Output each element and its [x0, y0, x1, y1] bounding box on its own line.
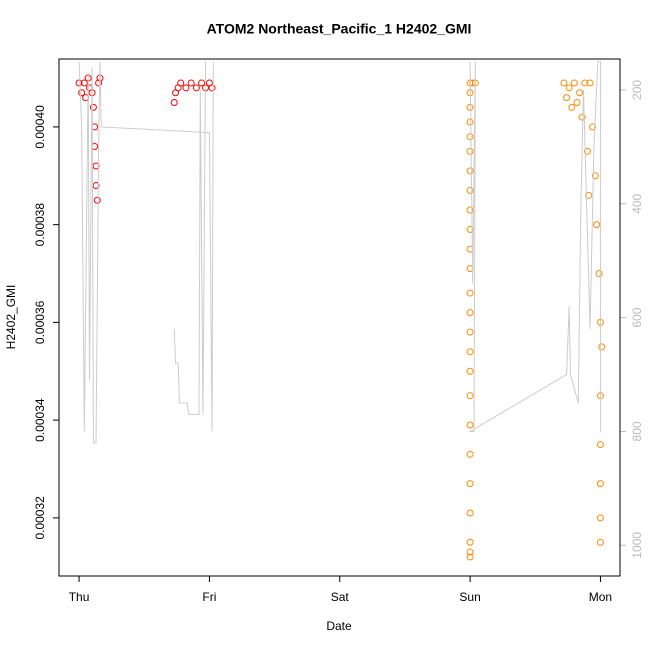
point — [466, 328, 474, 336]
point — [581, 79, 589, 87]
point — [578, 113, 586, 121]
point — [192, 84, 200, 92]
y-tick-label: 0.00036 — [33, 300, 47, 344]
point — [593, 221, 601, 229]
point — [466, 186, 474, 194]
point — [568, 103, 576, 111]
point — [466, 553, 474, 561]
y2-tick-label: 800 — [630, 421, 644, 441]
point — [75, 79, 83, 87]
plot-frame — [58, 58, 621, 577]
chart-title: ATOM2 Northeast_Pacific_1 H2402_GMI — [207, 21, 472, 37]
point — [586, 79, 594, 87]
point — [93, 196, 101, 204]
point — [89, 103, 97, 111]
point — [95, 79, 103, 87]
x-tick-label: Sun — [459, 590, 480, 604]
point — [466, 538, 474, 546]
point — [596, 441, 604, 449]
point — [596, 538, 604, 546]
x-tick-label: Thu — [69, 590, 90, 604]
point — [170, 98, 178, 106]
y2-tick-label: 1000 — [630, 532, 644, 559]
y-tick-label: 0.00034 — [33, 398, 47, 442]
point — [466, 147, 474, 155]
y2-tick-label: 400 — [630, 193, 644, 213]
point — [182, 84, 190, 92]
point — [198, 79, 206, 87]
point — [585, 191, 593, 199]
point — [466, 133, 474, 141]
point — [466, 450, 474, 458]
y2-tick-label: 600 — [630, 307, 644, 327]
point — [598, 343, 606, 351]
y2-tick-label: 200 — [630, 80, 644, 100]
point — [78, 89, 86, 97]
point — [466, 167, 474, 175]
y-tick-label: 0.00032 — [33, 496, 47, 540]
point — [573, 98, 581, 106]
x-tick-label: Mon — [589, 590, 612, 604]
point — [591, 172, 599, 180]
depth-line — [78, 61, 601, 444]
point — [466, 480, 474, 488]
point — [563, 94, 571, 102]
x-axis-label: Date — [326, 619, 352, 633]
y-tick-label: 0.00040 — [33, 105, 47, 149]
point — [208, 84, 216, 92]
point — [466, 348, 474, 356]
point — [466, 367, 474, 375]
point — [466, 103, 474, 111]
point — [565, 84, 573, 92]
point — [570, 79, 578, 87]
point — [576, 89, 584, 97]
point — [466, 509, 474, 517]
point — [177, 79, 185, 87]
point — [589, 123, 597, 131]
y-axis-label: H2402_GMI — [4, 285, 18, 350]
point — [596, 514, 604, 522]
point — [595, 270, 603, 278]
point — [560, 79, 568, 87]
point — [466, 421, 474, 429]
point — [466, 548, 474, 556]
y-tick-label: 0.00038 — [33, 203, 47, 247]
point — [596, 480, 604, 488]
point — [80, 79, 88, 87]
point — [466, 392, 474, 400]
x-tick-label: Fri — [202, 590, 216, 604]
point — [583, 147, 591, 155]
point — [187, 79, 195, 87]
point — [466, 118, 474, 126]
point — [92, 162, 100, 170]
point — [466, 289, 474, 297]
x-tick-label: Sat — [331, 590, 350, 604]
point — [466, 309, 474, 317]
